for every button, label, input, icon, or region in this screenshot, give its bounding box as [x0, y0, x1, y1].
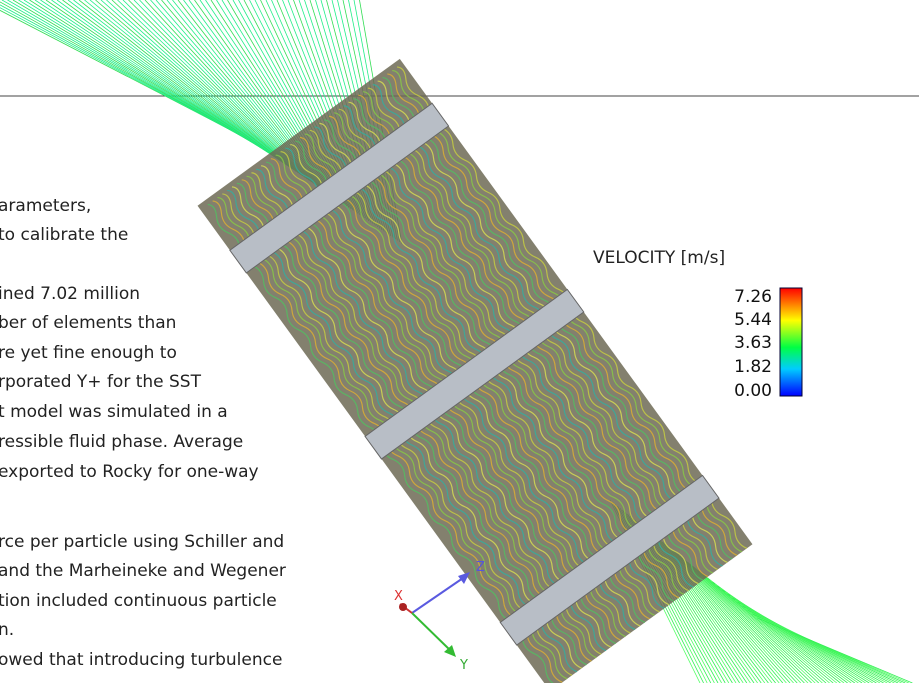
text-line: and the Marheineke and Wegener: [0, 561, 286, 581]
text-line: owed that introducing turbulence: [0, 650, 282, 670]
colorbar-label: 7.26: [734, 287, 772, 307]
text-line: ined 7.02 million: [0, 284, 140, 304]
text-line: to calibrate the: [0, 225, 128, 245]
text-line: exported to Rocky for one-way: [0, 462, 259, 482]
text-line: re yet fine enough to: [0, 343, 177, 363]
page: VELOCITY [m/s] 7.26 5.44 3.63 1.82 0.00 …: [0, 0, 919, 683]
colorbar-label: 1.82: [734, 357, 772, 377]
colorbar: [780, 288, 802, 396]
text-line: n.: [0, 620, 14, 640]
text-line: ber of elements than: [0, 313, 176, 333]
text-line: tion included continuous particle: [0, 591, 277, 611]
colorbar-labels: 7.26 5.44 3.63 1.82 0.00: [734, 287, 772, 401]
axis-label: Y: [459, 658, 468, 673]
axis-label: Z: [476, 560, 485, 575]
text-line: rce per particle using Schiller and: [0, 532, 284, 552]
colorbar-label: 0.00: [734, 381, 772, 401]
legend-title: VELOCITY [m/s]: [593, 248, 725, 268]
text-line: rporated Y+ for the SST: [0, 372, 201, 392]
colorbar-label: 3.63: [734, 333, 772, 353]
text-line: ressible fluid phase. Average: [0, 432, 243, 452]
text-line: t model was simulated in a: [0, 402, 228, 422]
colorbar-label: 5.44: [734, 310, 772, 330]
axis-label: X: [394, 589, 403, 604]
text-line: arameters,: [0, 196, 91, 216]
device: [198, 59, 753, 683]
